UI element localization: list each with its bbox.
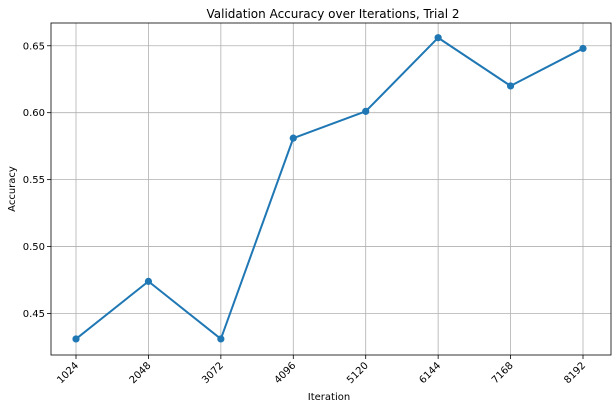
data-point (289, 134, 297, 142)
data-point (362, 107, 370, 115)
y-tick-label: 0.55 (23, 175, 45, 186)
x-tick-label: 8192 (562, 360, 588, 386)
y-tick-label: 0.45 (23, 309, 45, 320)
data-point (217, 335, 225, 343)
data-point (144, 277, 153, 285)
y-tick-label: 0.50 (23, 242, 45, 253)
y-axis-label: Accuracy (7, 166, 18, 212)
y-axis-ticks: 0.45 0.50 0.55 0.60 0.65 (23, 41, 51, 320)
x-tick-label: 6144 (417, 360, 443, 386)
x-axis-ticks: 1024 2048 3072 4096 5120 6144 7168 8192 (55, 355, 588, 386)
data-point (506, 82, 515, 90)
x-tick-label: 2048 (128, 360, 154, 386)
series-line (75, 36, 584, 340)
data-point (72, 335, 80, 343)
chart-title: Validation Accuracy over Iterations, Tri… (207, 7, 460, 21)
x-tick-label: 5120 (345, 360, 371, 386)
series (72, 34, 587, 343)
y-tick-label: 0.60 (23, 108, 45, 119)
x-tick-label: 3072 (200, 360, 226, 386)
x-tick-label: 4096 (273, 360, 299, 386)
plot-area-frame (50, 22, 612, 356)
x-tick-label: 7168 (490, 360, 516, 386)
y-tick-label: 0.65 (23, 41, 45, 52)
x-axis-label: Iteration (308, 392, 350, 403)
x-tick-label: 1024 (55, 360, 81, 386)
data-point (434, 34, 442, 42)
data-point (579, 44, 587, 53)
grid (51, 23, 611, 355)
